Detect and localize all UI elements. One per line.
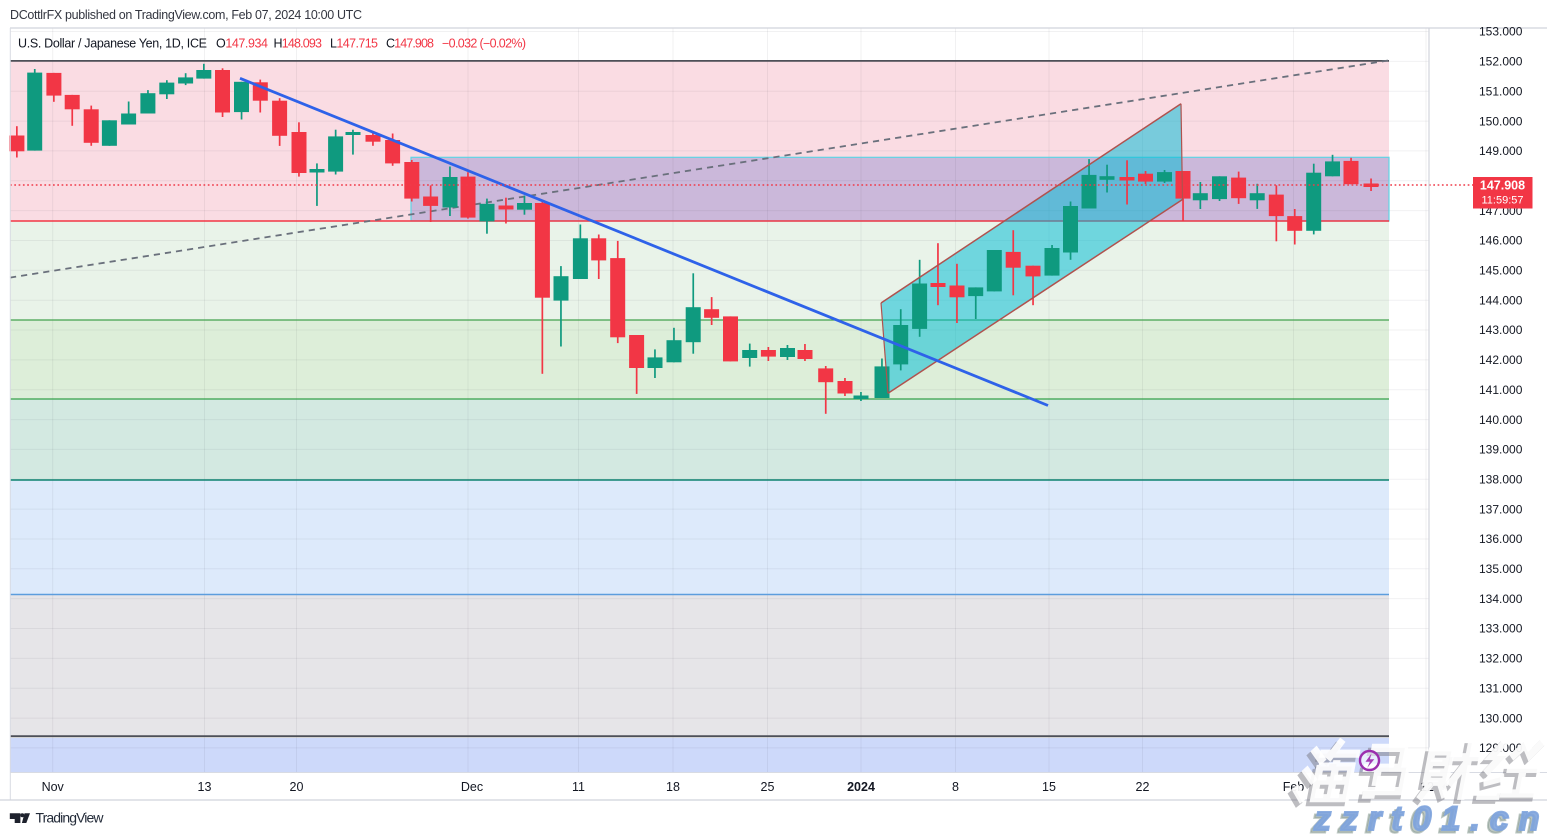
svg-text:25: 25 xyxy=(761,780,775,794)
svg-text:142.000: 142.000 xyxy=(1479,353,1523,367)
svg-text:138.000: 138.000 xyxy=(1479,472,1523,486)
svg-text:TradingView: TradingView xyxy=(36,809,105,825)
svg-text:zzrt01.cn: zzrt01.cn xyxy=(1310,803,1547,836)
svg-text:144.000: 144.000 xyxy=(1479,293,1523,307)
svg-text:11: 11 xyxy=(572,780,585,794)
svg-text:150.000: 150.000 xyxy=(1479,114,1523,128)
svg-text:2024: 2024 xyxy=(847,780,875,794)
svg-text:139.000: 139.000 xyxy=(1479,443,1523,457)
svg-text:136.000: 136.000 xyxy=(1479,532,1523,546)
svg-text:145.000: 145.000 xyxy=(1479,264,1523,278)
svg-text:22: 22 xyxy=(1136,780,1150,794)
svg-text:151.000: 151.000 xyxy=(1479,84,1523,98)
svg-text:U.S. Dollar / Japanese Yen, 1D: U.S. Dollar / Japanese Yen, 1D, ICE xyxy=(18,37,207,51)
svg-text:134.000: 134.000 xyxy=(1479,592,1523,606)
svg-text:11:59:57: 11:59:57 xyxy=(1481,195,1523,207)
svg-text:149.000: 149.000 xyxy=(1479,144,1523,158)
svg-text:C147.908: C147.908 xyxy=(386,37,434,51)
svg-text:147.908: 147.908 xyxy=(1480,179,1525,193)
svg-text:137.000: 137.000 xyxy=(1479,502,1523,516)
svg-text:−0.032 (−0.02%): −0.032 (−0.02%) xyxy=(442,37,526,51)
svg-text:131.000: 131.000 xyxy=(1479,681,1523,695)
svg-text:141.000: 141.000 xyxy=(1479,383,1523,397)
svg-text:O147.934: O147.934 xyxy=(216,37,268,51)
svg-text:13: 13 xyxy=(198,780,212,794)
svg-text:18: 18 xyxy=(666,780,680,794)
svg-text:152.000: 152.000 xyxy=(1479,55,1523,69)
svg-text:153.000: 153.000 xyxy=(1479,25,1523,39)
svg-text:133.000: 133.000 xyxy=(1479,622,1523,636)
svg-text:DCottlrFX published on Trading: DCottlrFX published on TradingView.com, … xyxy=(10,8,362,22)
svg-text:143.000: 143.000 xyxy=(1479,323,1523,337)
svg-text:140.000: 140.000 xyxy=(1479,413,1523,427)
svg-text:H148.093: H148.093 xyxy=(274,37,323,51)
svg-text:20: 20 xyxy=(290,780,304,794)
svg-text:8: 8 xyxy=(952,780,959,794)
svg-text:135.000: 135.000 xyxy=(1479,562,1523,576)
svg-text:130.000: 130.000 xyxy=(1479,711,1523,725)
svg-text:146.000: 146.000 xyxy=(1479,234,1523,248)
svg-text:zzrt01.cn: zzrt01.cn xyxy=(1313,800,1547,836)
svg-text:Nov: Nov xyxy=(42,780,65,794)
svg-text:132.000: 132.000 xyxy=(1479,652,1523,666)
svg-text:L147.715: L147.715 xyxy=(330,37,378,51)
svg-text:Dec: Dec xyxy=(461,780,483,794)
svg-text:15: 15 xyxy=(1042,780,1056,794)
